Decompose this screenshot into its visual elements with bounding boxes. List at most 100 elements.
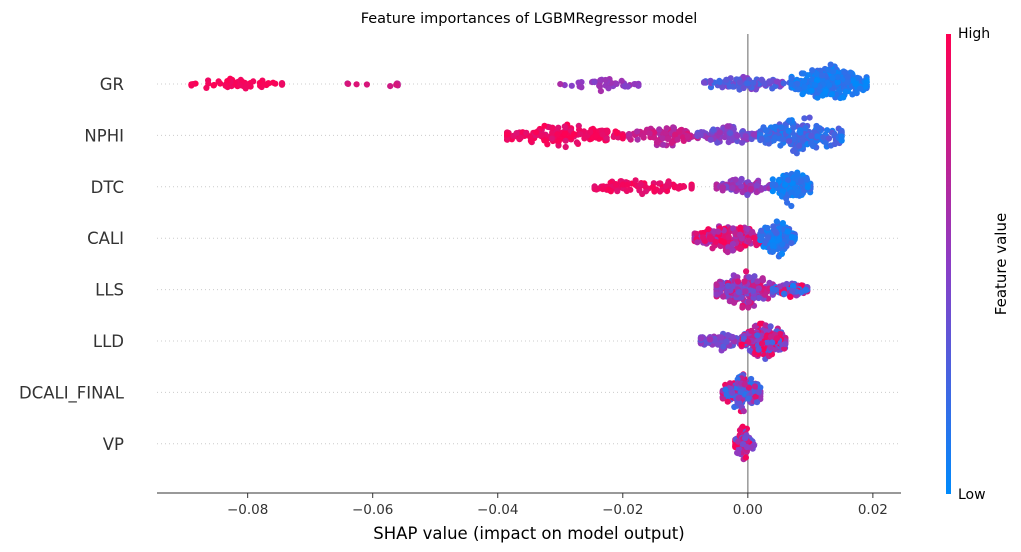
shap-point [751, 323, 759, 330]
shap-point [808, 132, 815, 139]
shap-point [729, 247, 736, 254]
shap-point [697, 131, 704, 138]
shap-point [697, 335, 705, 342]
shap-point [763, 127, 770, 134]
shap-point [725, 244, 732, 251]
shap-point [561, 130, 568, 137]
x-tick-label: −0.08 [227, 502, 268, 518]
shap-point [734, 278, 742, 285]
shap-point [819, 76, 826, 84]
shap-point [729, 184, 736, 192]
shap-point [714, 341, 721, 348]
shap-point [816, 83, 823, 90]
shap-point [707, 136, 714, 143]
shap-point [782, 341, 789, 348]
shap-point [836, 87, 843, 94]
shap-point [740, 73, 747, 81]
shap-point [720, 293, 727, 300]
shap-point [771, 134, 779, 141]
shap-point [719, 84, 726, 91]
shap-point [632, 177, 639, 184]
shap-point [788, 202, 795, 210]
shap-point [723, 76, 730, 83]
shap-point [736, 427, 744, 434]
shap-point [646, 130, 653, 137]
shap-point [803, 176, 811, 183]
feature-points-dcali_final [719, 371, 764, 415]
shap-point [393, 81, 400, 88]
shap-point [570, 131, 578, 138]
shap-point [852, 81, 859, 88]
shap-point [746, 347, 754, 354]
shap-point [624, 181, 631, 188]
shap-point [783, 195, 790, 202]
shap-point [765, 234, 772, 241]
shap-point [707, 84, 715, 91]
shap-point [734, 132, 741, 139]
shap-point [272, 80, 279, 87]
feature-points-lld [697, 320, 789, 362]
shap-point [773, 218, 780, 225]
shap-point [788, 234, 796, 241]
shap-point [758, 235, 765, 242]
shap-point [758, 135, 765, 142]
shap-point [663, 125, 670, 132]
shap-point [751, 273, 758, 280]
shap-point [573, 139, 581, 146]
shap-point [674, 136, 681, 143]
shap-point [737, 224, 744, 231]
shap-point [676, 128, 683, 135]
shap-point [724, 282, 732, 290]
feature-label: NPHI [84, 126, 124, 145]
shap-point [827, 61, 834, 68]
shap-point [599, 131, 606, 138]
shap-point [724, 398, 731, 405]
shap-point [809, 142, 817, 150]
shap-point [562, 143, 569, 151]
shap-point [789, 282, 797, 290]
shap-point [773, 335, 781, 342]
shap-point [613, 80, 620, 87]
shap-point [527, 134, 534, 141]
shap-point [602, 82, 609, 89]
shap-point [749, 287, 757, 294]
shap-point [215, 78, 222, 85]
shap-point [762, 322, 769, 329]
shap-point [800, 70, 807, 77]
shap-point [780, 136, 787, 143]
shap-point [735, 438, 742, 445]
shap-point [753, 182, 761, 189]
shap-point [834, 79, 841, 86]
shap-points [188, 61, 870, 463]
shap-point [737, 245, 744, 252]
shap-point [745, 395, 752, 402]
feature-points-nphi [504, 114, 845, 157]
shap-point [740, 84, 747, 92]
shap-point [793, 170, 800, 178]
shap-point [743, 443, 751, 451]
shap-point [613, 130, 620, 137]
shap-point [750, 234, 758, 241]
feature-points-dtc [591, 169, 814, 210]
shap-point [785, 177, 792, 184]
shap-point [769, 339, 776, 346]
shap-point [785, 127, 792, 134]
shap-point [688, 182, 695, 189]
shap-point [772, 123, 779, 130]
shap-point [729, 240, 737, 248]
x-axis-ticks: −0.08 −0.06 −0.04 −0.02 0.00 0.02 [227, 493, 888, 518]
shap-point [737, 231, 744, 238]
shap-point [745, 338, 752, 345]
shap-point [714, 139, 721, 146]
shap-point [785, 138, 793, 145]
shap-point [780, 80, 787, 87]
feature-label: LLS [95, 281, 124, 300]
shap-point [517, 134, 524, 141]
shap-point [744, 191, 751, 199]
shap-point [759, 277, 767, 284]
shap-point [593, 186, 600, 193]
shap-point [722, 386, 729, 393]
colorbar-low-label: Low [958, 487, 986, 503]
shap-point [801, 115, 808, 122]
shap-point [838, 133, 845, 140]
